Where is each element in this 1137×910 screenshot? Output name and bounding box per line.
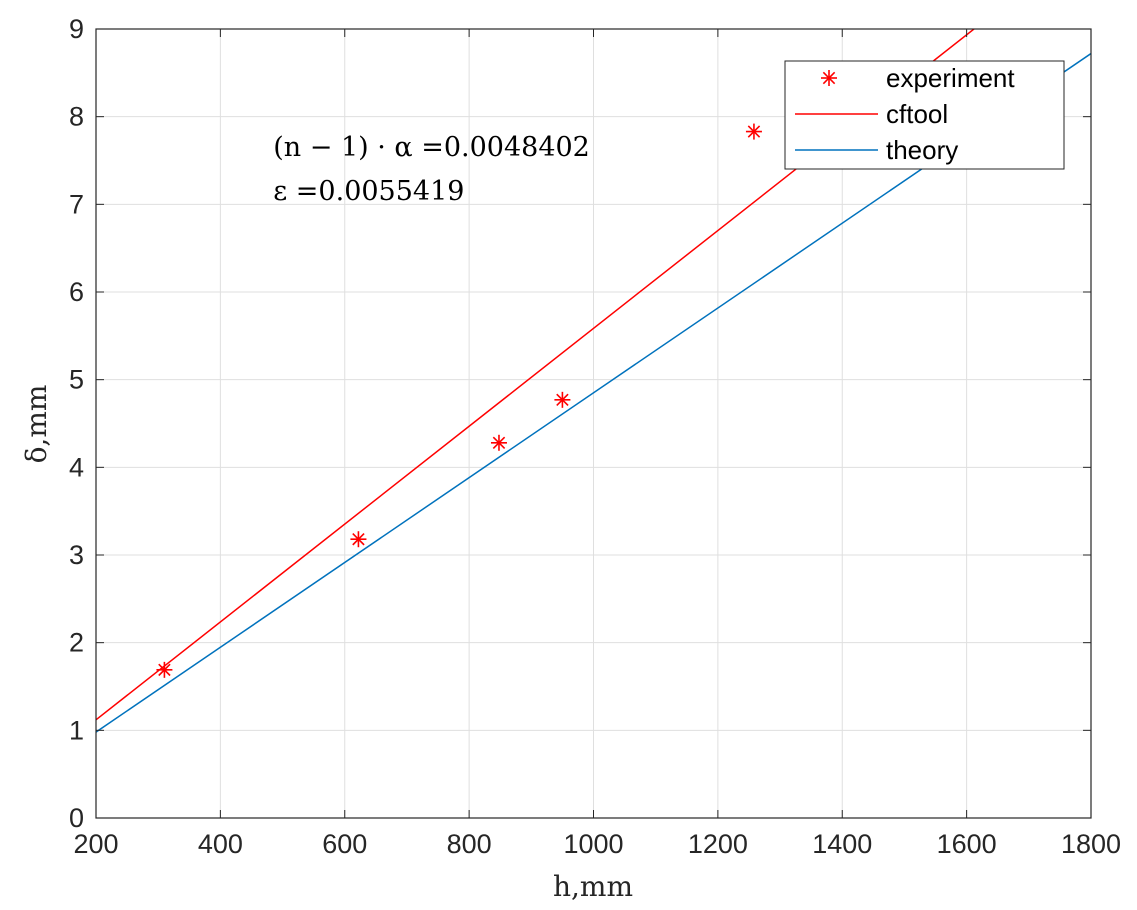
annotation-layer: (n − 1) · α =0.0048402 ε =0.0055419 [273, 132, 590, 207]
y-tick-label: 2 [69, 628, 84, 658]
legend-marker-experiment [821, 70, 837, 86]
x-tick-label: 1400 [812, 829, 872, 859]
x-tick-label: 1800 [1061, 829, 1121, 859]
data-point-experiment [350, 531, 367, 548]
y-tick-label: 8 [69, 102, 84, 132]
annotation-text: ε =0.0055419 [273, 176, 464, 207]
legend-label-cftool: cftool [886, 99, 948, 129]
y-tick-label: 7 [69, 189, 84, 219]
annotation-text: (n − 1) · α =0.0048402 [273, 132, 590, 163]
y-tick-label: 0 [69, 803, 84, 833]
x-tick-label: 200 [73, 829, 118, 859]
data-point-experiment [156, 661, 173, 678]
y-tick-label: 3 [69, 540, 84, 570]
x-tick-label: 1000 [563, 829, 623, 859]
legend-box [784, 60, 1065, 170]
y-tick-label: 5 [69, 365, 84, 395]
x-tick-label: 600 [322, 829, 367, 859]
y-tick-label: 6 [69, 277, 84, 307]
x-tick-label: 400 [198, 829, 243, 859]
tick-layer: 200 400 600 800 1000 1200 1400 1600 1800 0 1 2 3 4 5 6 7… [69, 14, 1121, 859]
data-point-experiment [554, 391, 571, 408]
legend-label-theory: theory [886, 135, 958, 165]
x-tick-label: 1600 [937, 829, 997, 859]
data-point-experiment [490, 434, 507, 451]
y-axis-label: δ,mm [20, 385, 53, 464]
data-point-experiment [745, 123, 762, 140]
x-tick-label: 800 [447, 829, 492, 859]
y-tick-label: 4 [69, 452, 84, 482]
y-tick-label: 1 [69, 715, 84, 745]
legend-label-experiment: experiment [886, 63, 1015, 93]
x-tick-label: 1200 [688, 829, 748, 859]
x-axis-label: h,mm [553, 870, 633, 903]
y-tick-label: 9 [69, 14, 84, 44]
grid [95, 28, 1092, 819]
legend: experiment cftool theory [784, 60, 1065, 170]
